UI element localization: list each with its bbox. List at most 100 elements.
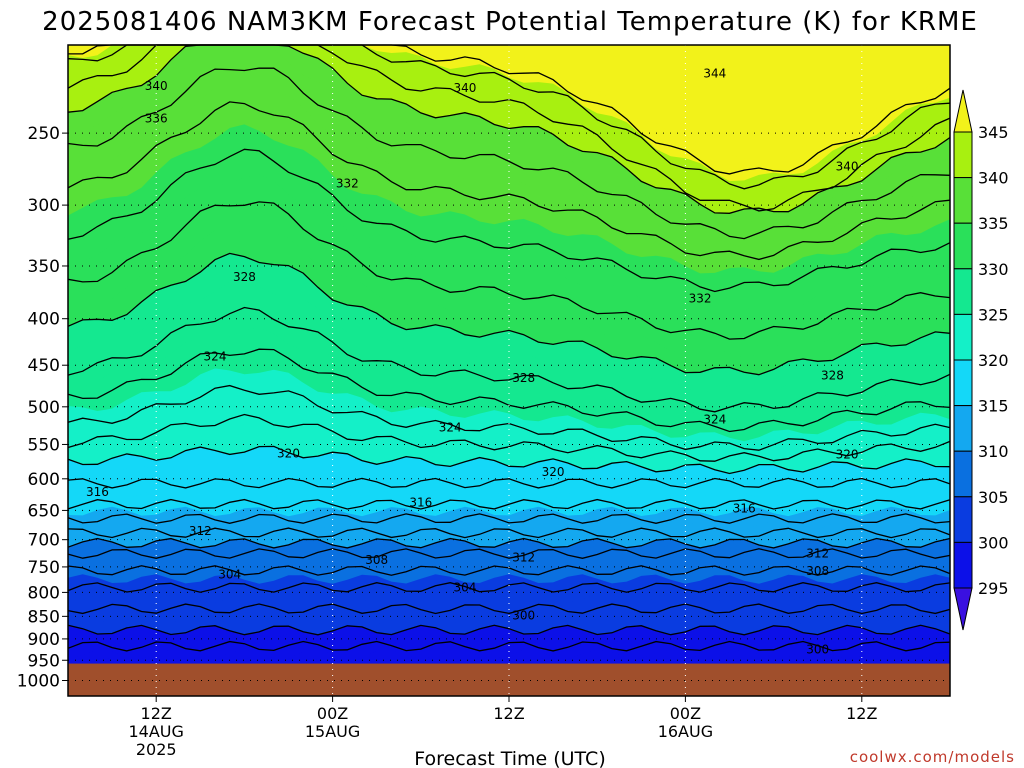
contour-label: 324: [204, 349, 227, 363]
y-tick-label: 300: [28, 196, 60, 216]
contour-line: [67, 582, 951, 593]
y-tick-label: 1000: [17, 672, 60, 692]
colorbar-segment: [953, 131, 973, 179]
colorbar-tick-label: 345: [978, 123, 1009, 142]
y-tick-label: 850: [28, 607, 60, 627]
contour-line: [67, 252, 951, 376]
contour-label: 312: [512, 550, 535, 564]
contour-line: [67, 548, 951, 559]
contour-label: 300: [806, 643, 829, 657]
chart-title: 2025081406 NAM3KM Forecast Potential Tem…: [42, 7, 978, 37]
y-tick-label: 650: [28, 501, 60, 521]
contour-label: 316: [86, 485, 109, 499]
contour-label: 316: [733, 502, 756, 516]
y-tick-label: 250: [28, 124, 60, 144]
grid-lines: [68, 45, 950, 696]
y-tick-label: 350: [28, 257, 60, 277]
colorbar-segment: [953, 222, 973, 270]
contour-label: 344: [703, 67, 726, 81]
contour-line: [67, 413, 951, 462]
contour-labels: 340 340 344 336 332 340 328 332 324 328 328 324 324 3…: [86, 67, 859, 657]
contour-label: 332: [689, 291, 712, 305]
x-axis-label: Forecast Time (UTC): [414, 748, 605, 768]
y-axis: 250 300 350 400 450 500 550 600 650 700 750 800 850 9…: [17, 124, 68, 692]
y-tick-label: 450: [28, 356, 60, 376]
colorbar-bottom-triangle: [953, 587, 973, 631]
credit-text: coolwx.com/models: [850, 748, 1015, 766]
contour-line: [67, 513, 951, 524]
x-tick-label: 12Z: [493, 704, 524, 723]
contour-label: 308: [365, 553, 388, 567]
contour-label: 320: [277, 447, 300, 461]
contour-label: 300: [512, 608, 535, 622]
contour-line: [67, 537, 951, 549]
colorbar-top-triangle: [953, 89, 973, 133]
x-tick-date: 15AUG: [305, 722, 360, 741]
contour-label: 304: [218, 568, 241, 582]
contour-label: 340: [836, 159, 859, 173]
x-tick-date: 14AUG: [128, 722, 183, 741]
contour-label: 328: [821, 369, 844, 383]
contour-label: 304: [453, 580, 476, 594]
contour-label: 312: [189, 524, 212, 538]
plot-area: 340 340 344 336 332 340 328 332 324 328 328 324 324 3…: [67, 44, 951, 697]
y-tick-label: 900: [28, 630, 60, 650]
ground-fill: [68, 663, 950, 696]
contour-line: [67, 148, 951, 293]
colorbar-segment: [953, 450, 973, 498]
contour-label: 340: [453, 81, 476, 95]
contour-label: 332: [336, 176, 359, 190]
colorbar-tick-label: 300: [978, 533, 1009, 552]
contour-line: [67, 445, 951, 475]
x-tick-label: 00Z: [317, 704, 348, 723]
contour-label: 336: [145, 112, 168, 126]
colorbar-tick-label: 330: [978, 260, 1009, 279]
contour-line: [67, 498, 951, 510]
contour-line: [67, 527, 951, 539]
contour-label: 316: [409, 495, 432, 509]
colorbar-tick-label: 310: [978, 442, 1009, 461]
y-tick-label: 400: [28, 310, 60, 330]
colorbar-segment: [953, 268, 973, 315]
contour-line: [67, 306, 951, 413]
colorbar-tick-label: 320: [978, 351, 1009, 370]
contour-label: 328: [512, 371, 535, 385]
colorbar: 345 340 335 330 325 320 315 310 305 300 295: [953, 89, 1009, 631]
contour-label: 320: [542, 465, 565, 479]
colorbar-segment: [953, 313, 973, 361]
x-tick-label: 12Z: [141, 704, 172, 723]
contour-label: 312: [806, 547, 829, 561]
y-tick-label: 700: [28, 531, 60, 551]
contour-line: [67, 603, 951, 615]
contour-label: 340: [145, 79, 168, 93]
colorbar-segment: [953, 405, 973, 452]
temperature-bands: [68, 45, 950, 697]
x-tick-year: 2025: [136, 740, 177, 759]
y-tick-label: 800: [28, 583, 60, 603]
contour-label: 320: [836, 447, 859, 461]
y-tick-label: 950: [28, 651, 60, 671]
colorbar-tick-label: 315: [978, 397, 1009, 416]
contour-label: 324: [703, 412, 726, 426]
contour-label: 308: [806, 564, 829, 578]
contour-label: 328: [233, 270, 256, 284]
y-tick-label: 550: [28, 435, 60, 455]
y-tick-label: 600: [28, 470, 60, 490]
ground-surface: [68, 663, 950, 696]
colorbar-tick-label: 340: [978, 169, 1009, 188]
x-tick-label: 12Z: [846, 704, 877, 723]
colorbar-segment: [953, 541, 973, 589]
y-tick-label: 500: [28, 398, 60, 418]
colorbar-tick-label: 305: [978, 488, 1009, 507]
contour-label: 324: [439, 421, 462, 435]
y-tick-label: 750: [28, 558, 60, 578]
colorbar-segment: [953, 177, 973, 224]
colorbar-segment: [953, 496, 973, 543]
contour-line: [67, 640, 951, 652]
contour-line: [67, 101, 951, 261]
colorbar-tick-label: 335: [978, 214, 1009, 233]
colorbar-tick-label: 295: [978, 579, 1009, 598]
colorbar-tick-label: 325: [978, 305, 1009, 324]
